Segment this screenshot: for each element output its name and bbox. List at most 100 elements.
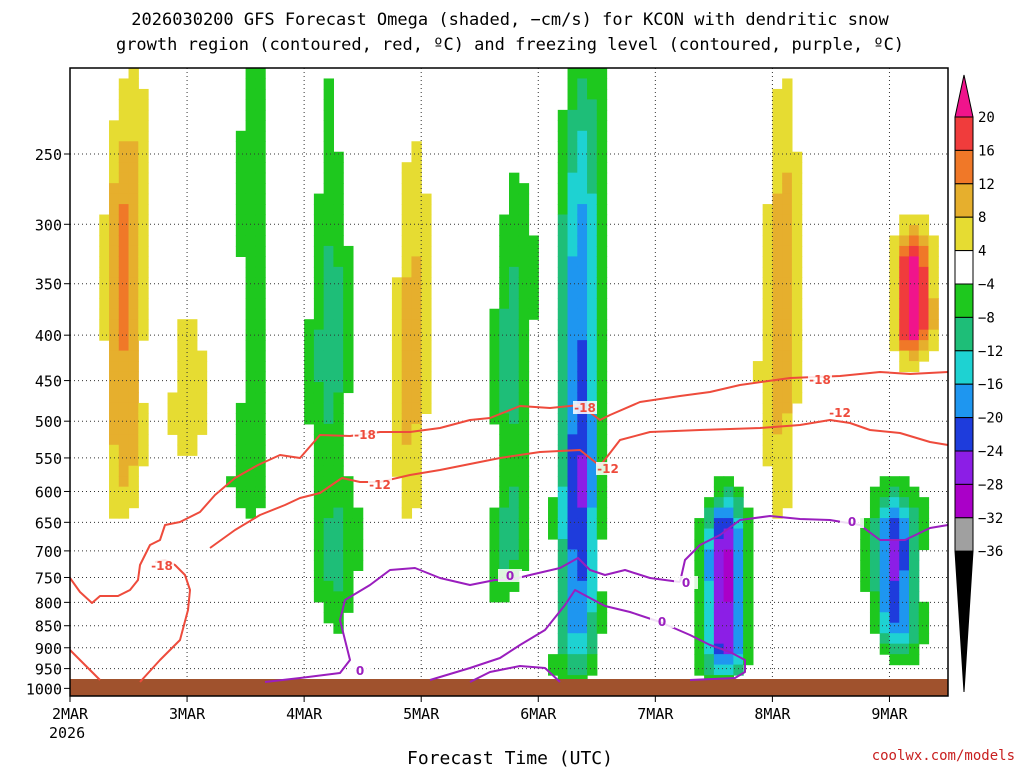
omega-cell xyxy=(333,528,344,540)
omega-cell xyxy=(333,413,344,425)
omega-cell xyxy=(557,120,569,132)
omega-cell xyxy=(557,612,569,624)
omega-cell xyxy=(509,455,520,467)
omega-cell xyxy=(918,319,930,331)
omega-cell xyxy=(899,361,910,373)
omega-cell xyxy=(509,476,520,488)
chart-title-line-2: growth region (contoured, red, ºC) and f… xyxy=(116,35,904,55)
omega-cell xyxy=(118,193,130,205)
omega-cell xyxy=(557,277,569,289)
omega-cell xyxy=(128,329,139,341)
omega-cell xyxy=(333,601,344,613)
omega-cell xyxy=(733,518,744,530)
omega-cell xyxy=(245,277,256,289)
omega-cell xyxy=(499,507,510,519)
omega-cell xyxy=(109,497,120,509)
omega-cell xyxy=(713,518,725,530)
omega-cell xyxy=(499,287,510,299)
omega-cell xyxy=(782,371,793,383)
omega-cell xyxy=(918,633,930,645)
omega-cell xyxy=(704,497,715,509)
omega-cell xyxy=(499,476,510,488)
omega-cell xyxy=(255,277,266,289)
omega-cell xyxy=(557,350,569,362)
omega-cell xyxy=(567,88,578,100)
omega-cell xyxy=(304,413,315,425)
omega-cell xyxy=(762,340,773,352)
omega-cell xyxy=(782,287,793,299)
omega-cell xyxy=(596,109,608,121)
omega-cell xyxy=(499,319,510,331)
omega-cell xyxy=(567,162,578,174)
omega-cell xyxy=(421,287,432,299)
omega-cell xyxy=(499,225,510,237)
omega-cell xyxy=(411,465,422,477)
omega-cell xyxy=(235,497,247,509)
omega-cell xyxy=(772,423,783,435)
omega-cell xyxy=(772,256,783,268)
contour-label: -12 xyxy=(597,462,619,476)
contour-label: 0 xyxy=(356,664,364,678)
omega-cell xyxy=(587,245,598,257)
omega-cell xyxy=(782,350,793,362)
omega-cell xyxy=(245,141,256,153)
omega-cell xyxy=(128,423,139,435)
omega-cell xyxy=(235,413,247,425)
omega-cell xyxy=(323,350,334,362)
omega-cell xyxy=(596,371,608,383)
omega-cell xyxy=(791,256,803,268)
omega-cell xyxy=(791,287,803,299)
omega-cell xyxy=(177,361,188,373)
omega-cell xyxy=(557,287,569,299)
omega-cell xyxy=(704,591,715,603)
omega-cell xyxy=(118,319,130,331)
omega-cell xyxy=(567,392,578,404)
omega-cell xyxy=(762,245,773,257)
omega-cell xyxy=(245,225,256,237)
omega-cell xyxy=(187,444,198,456)
omega-cell xyxy=(577,193,588,205)
y-tick-label: 1000 xyxy=(26,680,62,698)
omega-cell xyxy=(99,287,110,299)
omega-cell xyxy=(391,277,403,289)
omega-cell xyxy=(245,361,256,373)
omega-cell xyxy=(889,256,900,268)
omega-cell xyxy=(421,319,432,331)
omega-cell xyxy=(411,151,422,163)
contour-label-bg xyxy=(828,406,852,419)
omega-cell xyxy=(313,235,325,247)
omega-cell xyxy=(333,172,344,184)
omega-cell xyxy=(577,392,588,404)
omega-cell xyxy=(138,193,149,205)
omega-cell xyxy=(235,423,247,435)
omega-cell xyxy=(557,319,569,331)
omega-cell xyxy=(499,549,510,561)
omega-cell xyxy=(109,476,120,488)
omega-cell xyxy=(908,591,920,603)
omega-cell xyxy=(255,204,266,216)
omega-cell xyxy=(391,402,403,414)
omega-cell xyxy=(879,643,891,655)
omega-cell xyxy=(587,518,598,530)
omega-cell xyxy=(235,486,247,498)
contour-label-bg xyxy=(368,478,392,491)
omega-cell xyxy=(743,633,754,645)
omega-cell xyxy=(411,497,422,509)
omega-cell xyxy=(899,612,910,624)
omega-cell xyxy=(411,245,422,257)
omega-cell xyxy=(567,518,578,530)
omega-cell xyxy=(411,402,422,414)
omega-cell xyxy=(587,633,598,645)
omega-cell xyxy=(167,423,178,435)
omega-cell xyxy=(577,654,588,666)
omega-cell xyxy=(128,434,139,446)
omega-cell xyxy=(587,183,598,195)
colorbar-swatch xyxy=(954,74,974,118)
omega-cell xyxy=(109,151,120,163)
omega-cell xyxy=(109,371,120,383)
omega-cell xyxy=(557,434,569,446)
omega-cell xyxy=(694,664,705,676)
omega-cell xyxy=(255,382,266,394)
omega-cell xyxy=(723,570,734,582)
omega-cell xyxy=(577,151,588,163)
